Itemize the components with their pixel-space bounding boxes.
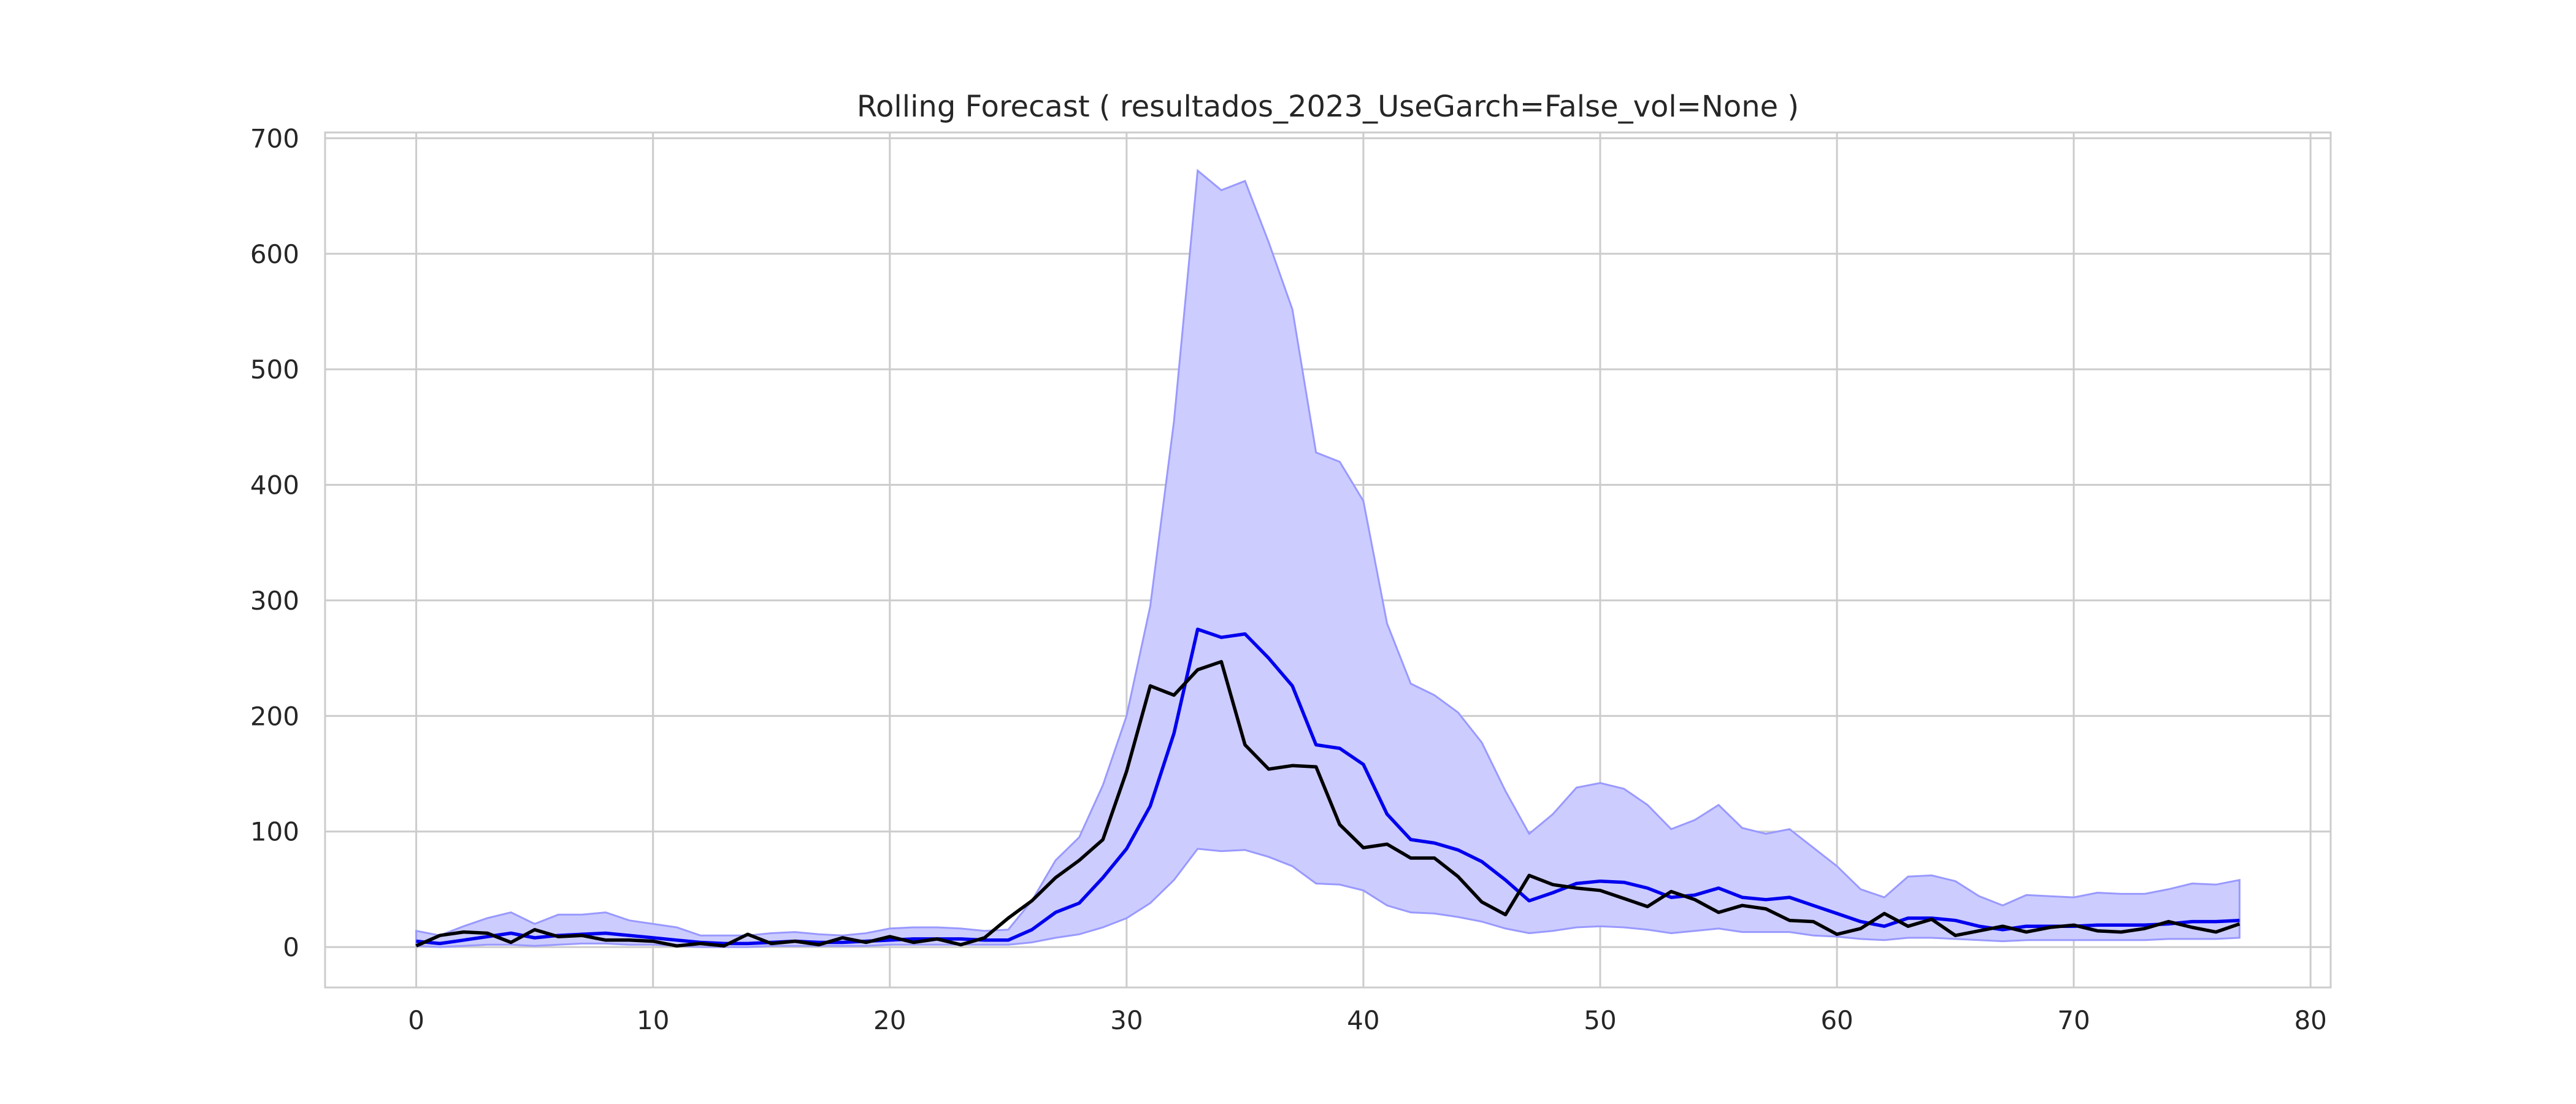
x-tick-label: 70	[2057, 1005, 2090, 1035]
series-lines-layer	[415, 627, 2241, 948]
plot-frame	[324, 131, 2332, 989]
x-tick-label: 30	[1110, 1005, 1143, 1035]
x-tick-label: 0	[408, 1005, 424, 1035]
y-tick-label: 400	[250, 470, 299, 500]
y-tick-label: 200	[250, 701, 299, 731]
y-tick-label: 700	[250, 123, 299, 153]
x-tick-label: 40	[1347, 1005, 1379, 1035]
x-tick-label: 10	[637, 1005, 669, 1035]
forecast-line	[416, 627, 2240, 946]
x-tick-label: 50	[1584, 1005, 1616, 1035]
y-tick-label: 100	[250, 817, 299, 847]
tick-labels: 0 10 20 30 40 50 60 70 80 0 100 200 300 400 500 600 700	[250, 123, 2327, 1035]
y-tick-label: 300	[250, 586, 299, 616]
chart-title: Rolling Forecast ( resultados_2023_UseGa…	[857, 90, 1799, 124]
y-tick-label: 0	[283, 932, 299, 962]
y-tick-label: 500	[250, 355, 299, 385]
x-tick-label: 80	[2294, 1005, 2326, 1035]
actual-line	[415, 660, 2241, 948]
y-tick-label: 600	[250, 239, 299, 269]
x-tick-label: 60	[1820, 1005, 1853, 1035]
x-tick-label: 20	[873, 1005, 906, 1035]
